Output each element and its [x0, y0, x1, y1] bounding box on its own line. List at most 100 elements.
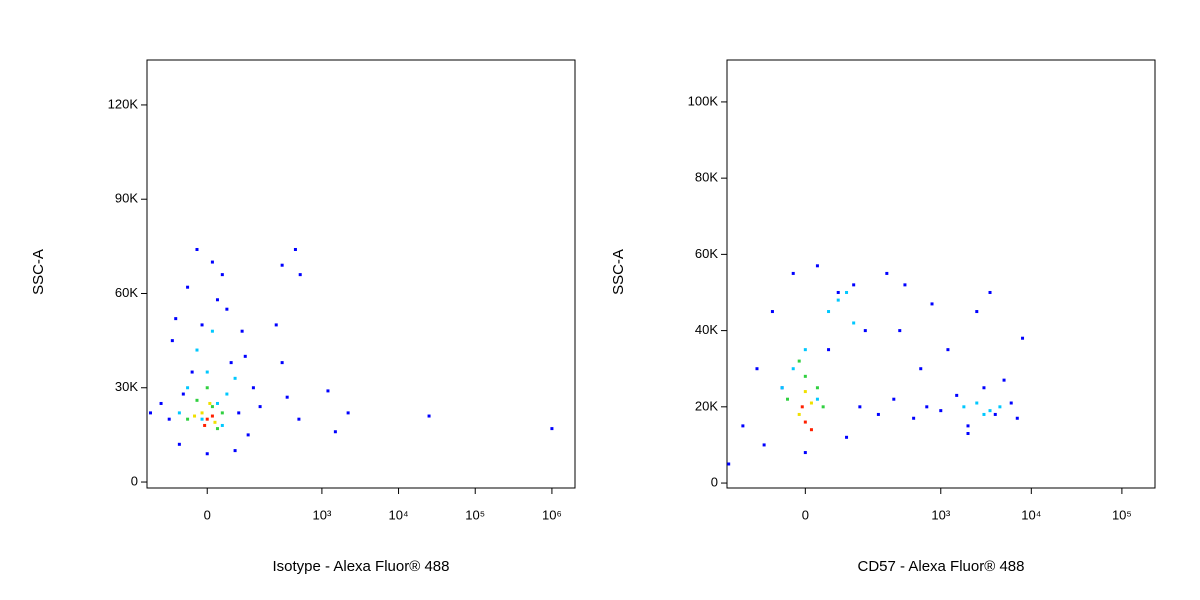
event-point	[803, 451, 807, 455]
event-point	[770, 310, 774, 314]
event-point	[205, 417, 209, 421]
event-point	[800, 405, 804, 409]
event-point	[177, 442, 181, 446]
event-point	[809, 401, 813, 405]
event-point	[975, 401, 979, 405]
event-point	[297, 417, 301, 421]
x-tick-label: 10⁴	[389, 507, 409, 522]
event-point	[982, 412, 986, 416]
event-point	[181, 392, 185, 396]
event-point	[225, 307, 229, 311]
event-point	[939, 409, 943, 413]
event-point	[195, 348, 199, 352]
event-point	[925, 405, 929, 409]
x-axis-title: CD57 - Alexa Fluor® 488	[858, 558, 1025, 575]
event-point	[755, 367, 759, 371]
event-point	[791, 367, 795, 371]
y-axis-title: SSC-A	[30, 249, 47, 295]
event-point	[863, 329, 867, 333]
y-tick-label: 30K	[115, 379, 138, 394]
y-tick-label: 60K	[115, 285, 138, 300]
event-point	[919, 367, 923, 371]
event-point	[233, 449, 237, 453]
event-point	[892, 397, 896, 401]
event-point	[791, 271, 795, 275]
event-point	[988, 409, 992, 413]
event-point	[821, 405, 825, 409]
event-point	[220, 273, 224, 277]
event-point	[205, 386, 209, 390]
event-point	[200, 417, 204, 421]
event-point	[727, 462, 731, 466]
x-tick-label: 10⁴	[1021, 507, 1041, 522]
event-point	[962, 405, 966, 409]
event-point	[966, 431, 970, 435]
event-point	[982, 386, 986, 390]
event-point	[298, 273, 302, 277]
event-point	[225, 392, 229, 396]
y-tick-label: 90K	[115, 191, 138, 206]
event-point	[955, 393, 959, 397]
event-point	[550, 427, 554, 431]
event-point	[912, 416, 916, 420]
event-point	[836, 290, 840, 294]
event-point	[251, 386, 255, 390]
event-point	[210, 329, 214, 333]
event-point	[786, 397, 790, 401]
plot-frame	[146, 59, 576, 489]
y-tick-label: 80K	[695, 170, 718, 185]
event-point	[148, 411, 152, 415]
event-point	[193, 414, 197, 418]
event-point	[827, 348, 831, 352]
y-tick-label: 120K	[108, 96, 139, 111]
event-point	[993, 412, 997, 416]
y-axis-title: SSC-A	[610, 249, 627, 295]
event-point	[1009, 401, 1013, 405]
event-point	[246, 433, 250, 437]
event-point	[186, 285, 190, 289]
event-point	[858, 405, 862, 409]
event-point	[741, 424, 745, 428]
event-point	[797, 412, 801, 416]
event-point	[346, 411, 350, 415]
event-point	[174, 317, 178, 321]
event-point	[966, 424, 970, 428]
event-point	[167, 417, 171, 421]
event-point	[852, 321, 856, 325]
event-point	[159, 401, 163, 405]
event-point	[200, 323, 204, 327]
event-point	[200, 411, 204, 415]
event-point	[827, 310, 831, 314]
event-point	[815, 386, 819, 390]
event-point	[803, 348, 807, 352]
x-tick-label: 0	[802, 507, 809, 522]
event-point	[213, 420, 217, 424]
event-point	[876, 412, 880, 416]
event-point	[205, 452, 209, 456]
event-point	[809, 428, 813, 432]
y-tick-label: 0	[131, 473, 138, 488]
event-point	[170, 339, 174, 343]
event-point	[803, 420, 807, 424]
event-point	[220, 423, 224, 427]
event-point	[780, 386, 784, 390]
event-point	[988, 290, 992, 294]
event-point	[326, 389, 330, 393]
event-point	[190, 370, 194, 374]
event-point	[903, 283, 907, 287]
event-point	[274, 323, 278, 327]
event-point	[998, 405, 1002, 409]
event-point	[836, 298, 840, 302]
event-point	[815, 397, 819, 401]
y-tick-label: 20K	[695, 398, 718, 413]
event-point	[215, 298, 219, 302]
x-tick-label: 10⁵	[1112, 507, 1132, 522]
event-point	[210, 414, 214, 418]
event-point	[186, 386, 190, 390]
y-tick-label: 40K	[695, 322, 718, 337]
event-point	[195, 398, 199, 402]
event-point	[852, 283, 856, 287]
x-axis-title: Isotype - Alexa Fluor® 488	[273, 558, 450, 575]
